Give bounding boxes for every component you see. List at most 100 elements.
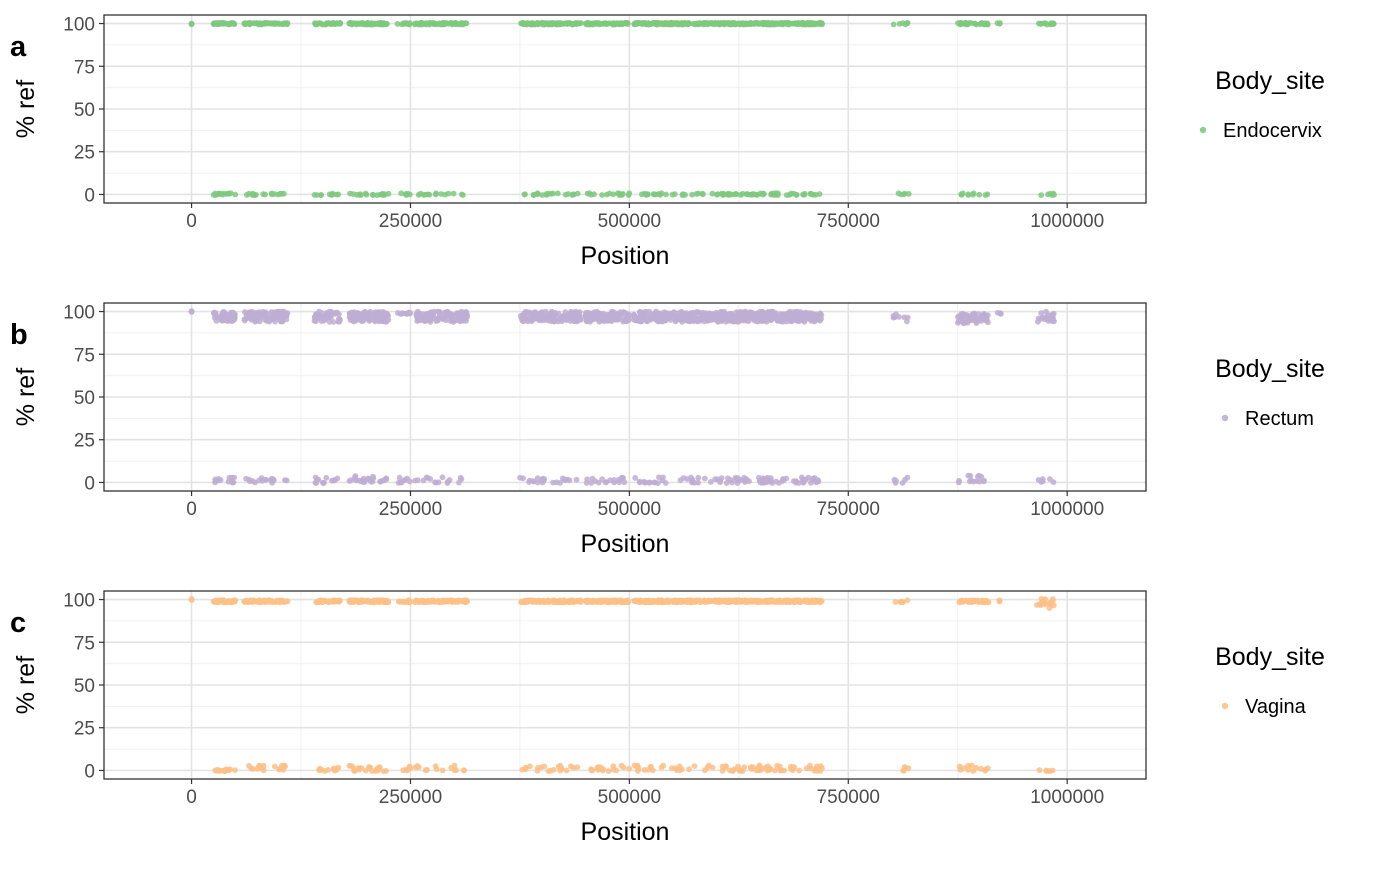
data-point [704,317,711,324]
data-point [547,767,554,774]
data-point [756,309,763,315]
data-point [354,765,361,772]
data-point [779,477,786,484]
data-point [378,317,385,324]
data-point [751,313,758,319]
data-point [384,315,390,321]
data-point [810,315,816,322]
data-point [759,191,766,198]
data-point [402,477,408,483]
y-tick-label: 0 [84,185,95,206]
x-tick-label: 1000000 [1030,787,1104,808]
data-point [316,312,322,318]
data-point [395,479,402,486]
data-point [636,318,643,324]
x-tick-label: 1000000 [1030,499,1104,520]
data-point [760,315,767,322]
data-point [742,597,749,604]
data-point [368,21,374,28]
data-point [400,21,407,27]
y-tick-label: 100 [63,15,95,36]
data-point [460,767,467,774]
data-point [686,766,692,773]
data-point [564,476,571,483]
data-point [569,598,576,605]
data-point [603,20,609,27]
data-point [682,314,688,321]
data-point [225,478,232,485]
data-point [1038,310,1045,317]
data-point [904,314,911,321]
data-point [984,191,991,198]
data-point [329,190,336,197]
x-tick-label: 500000 [598,211,661,232]
data-point [978,473,985,480]
data-point [331,598,337,605]
data-point [800,191,806,198]
data-point [723,763,729,769]
data-point [404,191,410,198]
data-point [322,21,329,28]
data-point [427,310,434,316]
data-point [674,21,680,28]
data-point [775,599,782,605]
data-point [639,191,645,198]
data-point [715,318,721,325]
x-tick-label: 500000 [598,499,661,520]
data-point [1044,21,1051,28]
data-point [976,311,982,318]
data-point [788,765,794,772]
data-point [662,21,668,28]
data-point [280,21,286,28]
data-point [318,192,324,198]
y-axis-title: % ref [12,656,40,714]
data-point [971,311,978,318]
data-point [228,313,235,320]
data-point [365,476,372,483]
data-point [383,768,389,774]
data-point [267,477,274,483]
data-point [734,598,741,604]
data-point [433,479,439,486]
data-point [788,316,795,323]
data-point [976,316,982,323]
data-point [625,315,632,322]
x-tick-label: 750000 [817,499,880,520]
data-point [742,479,748,485]
data-point [655,20,662,26]
data-point [230,479,237,486]
data-point [892,480,899,486]
data-point [352,473,359,479]
data-point [1050,21,1057,27]
y-tick-label: 50 [74,100,95,121]
data-point [645,766,651,773]
data-point [248,316,255,323]
data-point [1038,192,1045,199]
data-point [818,312,825,318]
data-point [646,598,652,605]
data-point [958,191,965,198]
data-point [568,315,575,321]
data-point [1038,478,1044,485]
data-point [346,597,353,604]
data-point [667,21,674,27]
data-point [541,763,548,770]
y-tick-label: 0 [84,473,95,494]
data-point [562,598,568,605]
data-point [802,309,809,316]
data-point [1047,599,1053,606]
data-point [741,312,748,318]
data-point [331,767,338,774]
data-point [276,766,283,772]
data-point [636,479,643,486]
data-point [612,20,619,27]
data-point [539,21,546,28]
data-point [231,474,238,481]
data-point [663,191,669,198]
data-point [695,190,702,197]
data-point [268,20,275,27]
y-tick-label: 75 [74,57,95,78]
data-point [249,478,256,484]
data-point [586,190,593,197]
